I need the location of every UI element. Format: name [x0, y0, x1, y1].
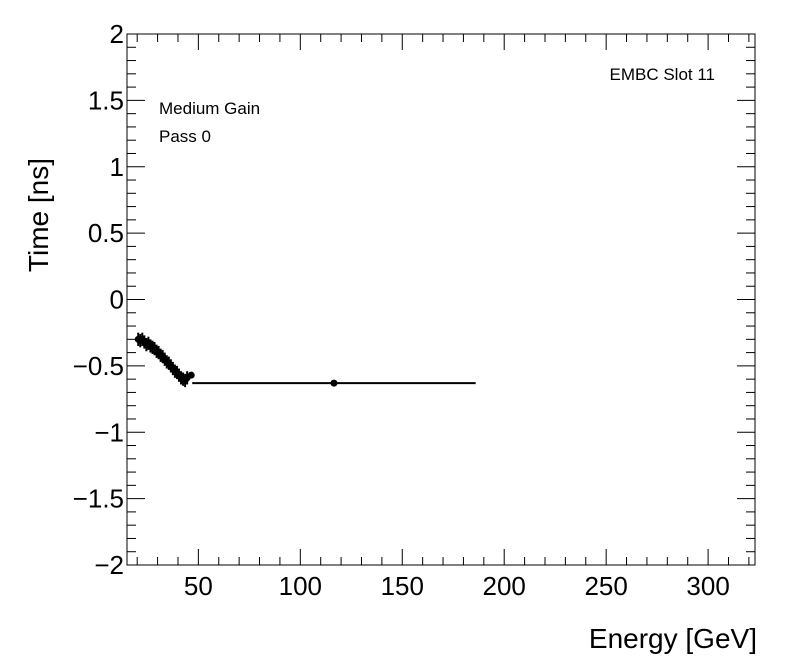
plot-frame	[126, 33, 756, 566]
x-tick-label: 300	[686, 571, 729, 601]
y-tick-label: 1	[110, 152, 124, 182]
x-axis-title: Energy [GeV]	[589, 623, 757, 654]
y-tick-label: 2	[110, 19, 124, 49]
y-tick-label: −1	[94, 417, 124, 447]
annotation-gain: Medium Gain	[159, 99, 260, 118]
x-tick-labels: 50 100 150 200 250 300	[184, 571, 730, 601]
minor-ticks	[127, 34, 755, 565]
y-tick-labels: −2 −1.5 −1 −0.5 0 0.5 1 1.5 2	[73, 19, 124, 580]
y-tick-label: 0	[110, 285, 124, 315]
x-tick-label: 150	[381, 571, 424, 601]
point-marker	[330, 379, 338, 387]
point-marker	[187, 371, 195, 379]
x-tick-label: 200	[483, 571, 526, 601]
x-tick-label: 250	[584, 571, 627, 601]
y-tick-label: −2	[94, 550, 124, 580]
y-tick-label: 0.5	[88, 218, 124, 248]
data-point	[187, 371, 195, 379]
data-layer	[134, 332, 476, 388]
y-axis-title: Time [ns]	[23, 158, 54, 272]
y-tick-label: −0.5	[73, 351, 124, 381]
annotation-slot: EMBC Slot 11	[609, 65, 715, 84]
y-tick-label: −1.5	[73, 484, 124, 514]
y-tick-label: 1.5	[88, 85, 124, 115]
x-tick-label: 100	[279, 571, 322, 601]
major-ticks	[127, 33, 755, 566]
x-tick-label: 50	[184, 571, 213, 601]
annotation-pass: Pass 0	[159, 127, 211, 146]
data-point	[192, 379, 476, 387]
